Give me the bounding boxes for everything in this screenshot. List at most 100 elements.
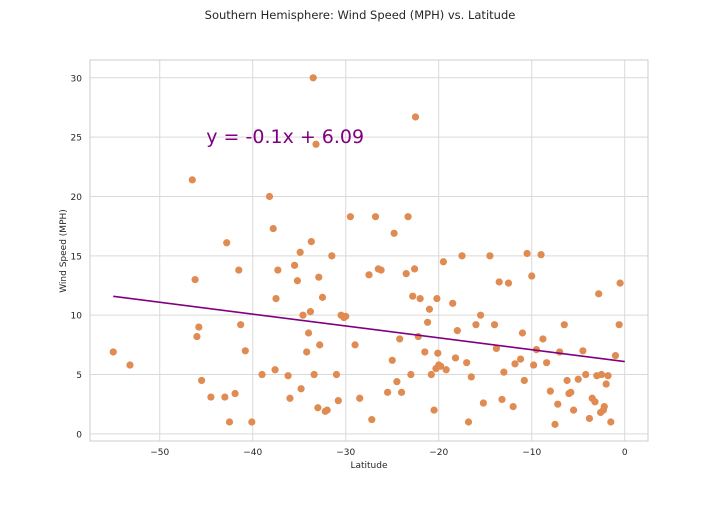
data-point bbox=[284, 372, 292, 380]
data-point bbox=[595, 290, 603, 298]
y-axis-label: Wind Speed (MPH) bbox=[59, 209, 69, 293]
data-point bbox=[458, 252, 466, 260]
data-point bbox=[463, 359, 471, 367]
x-tick-label: −50 bbox=[150, 448, 169, 458]
data-point bbox=[195, 323, 203, 331]
data-point bbox=[591, 398, 599, 406]
x-tick-label: −20 bbox=[429, 448, 448, 458]
data-point bbox=[191, 275, 199, 284]
data-point bbox=[310, 370, 318, 379]
data-point bbox=[416, 294, 424, 303]
data-point bbox=[332, 370, 341, 379]
data-point bbox=[607, 418, 615, 426]
data-point bbox=[500, 368, 508, 376]
data-point bbox=[334, 397, 342, 405]
data-point bbox=[126, 361, 134, 369]
data-point bbox=[296, 248, 304, 256]
data-point bbox=[464, 418, 473, 426]
data-point bbox=[340, 313, 348, 322]
data-point bbox=[272, 294, 280, 303]
data-point bbox=[316, 341, 324, 349]
data-point bbox=[221, 393, 229, 401]
data-point bbox=[563, 376, 571, 385]
data-point bbox=[265, 192, 274, 201]
data-point bbox=[407, 370, 415, 379]
y-tick-label: 5 bbox=[76, 371, 82, 381]
data-point bbox=[530, 361, 538, 369]
x-tick-label: 0 bbox=[622, 448, 628, 458]
y-tick-label: 10 bbox=[71, 312, 83, 322]
data-point bbox=[269, 224, 277, 233]
data-point bbox=[312, 140, 320, 148]
x-axis-label: Latitude bbox=[350, 461, 388, 471]
x-tick-label: −30 bbox=[336, 448, 355, 458]
data-point bbox=[560, 321, 568, 329]
data-point bbox=[304, 329, 313, 337]
data-point bbox=[585, 414, 594, 423]
data-point bbox=[198, 376, 206, 385]
data-point bbox=[495, 278, 503, 286]
data-point bbox=[384, 388, 392, 396]
x-axis-ticks: −50 −40 −30 −20 −10 0 bbox=[150, 448, 628, 458]
x-tick-label: −10 bbox=[522, 448, 541, 458]
regression-line bbox=[113, 295, 625, 363]
data-point bbox=[109, 348, 117, 356]
data-point bbox=[543, 359, 551, 367]
data-point bbox=[490, 321, 499, 329]
data-point bbox=[597, 370, 606, 379]
y-axis-ticks: 0 5 10 15 20 25 30 bbox=[71, 74, 83, 440]
data-point bbox=[314, 404, 322, 412]
data-point bbox=[388, 356, 396, 364]
data-point bbox=[433, 294, 441, 303]
data-point bbox=[293, 277, 301, 285]
data-point bbox=[574, 375, 582, 383]
y-tick-label: 15 bbox=[71, 252, 82, 262]
data-point bbox=[306, 308, 315, 316]
data-point bbox=[467, 373, 475, 381]
y-tick-label: 20 bbox=[71, 193, 83, 203]
data-point bbox=[551, 420, 559, 428]
data-point bbox=[518, 329, 527, 337]
data-point bbox=[377, 266, 385, 274]
data-point bbox=[390, 229, 398, 237]
chart-title: Southern Hemisphere: Wind Speed (MPH) vs… bbox=[205, 8, 516, 22]
data-point bbox=[410, 265, 419, 273]
data-point bbox=[393, 378, 401, 386]
data-point bbox=[368, 416, 376, 424]
data-point bbox=[570, 406, 578, 414]
data-point bbox=[604, 372, 612, 380]
data-point bbox=[602, 380, 610, 388]
data-point bbox=[437, 362, 445, 370]
data-point bbox=[486, 252, 494, 260]
data-point bbox=[556, 348, 564, 356]
data-point bbox=[274, 266, 282, 274]
data-point bbox=[365, 271, 373, 279]
data-point bbox=[248, 418, 256, 426]
data-point bbox=[427, 370, 435, 379]
data-point bbox=[402, 270, 410, 278]
data-point bbox=[404, 213, 412, 221]
data-point bbox=[479, 399, 487, 407]
data-point bbox=[351, 341, 359, 349]
data-point bbox=[430, 406, 438, 414]
data-point bbox=[371, 213, 380, 221]
data-point bbox=[297, 385, 305, 393]
data-point bbox=[451, 354, 460, 362]
data-point bbox=[188, 176, 196, 184]
data-point bbox=[237, 321, 245, 329]
data-point bbox=[271, 366, 279, 374]
data-point bbox=[616, 279, 624, 287]
data-point bbox=[611, 351, 620, 360]
data-point bbox=[453, 327, 461, 335]
data-point bbox=[223, 239, 231, 247]
data-point bbox=[554, 400, 562, 408]
data-point bbox=[523, 249, 531, 258]
data-point bbox=[241, 347, 249, 355]
data-points bbox=[109, 74, 624, 428]
data-point bbox=[356, 394, 364, 402]
data-point bbox=[528, 272, 536, 280]
data-point bbox=[511, 360, 519, 368]
data-point bbox=[546, 387, 554, 395]
data-point bbox=[409, 292, 417, 300]
